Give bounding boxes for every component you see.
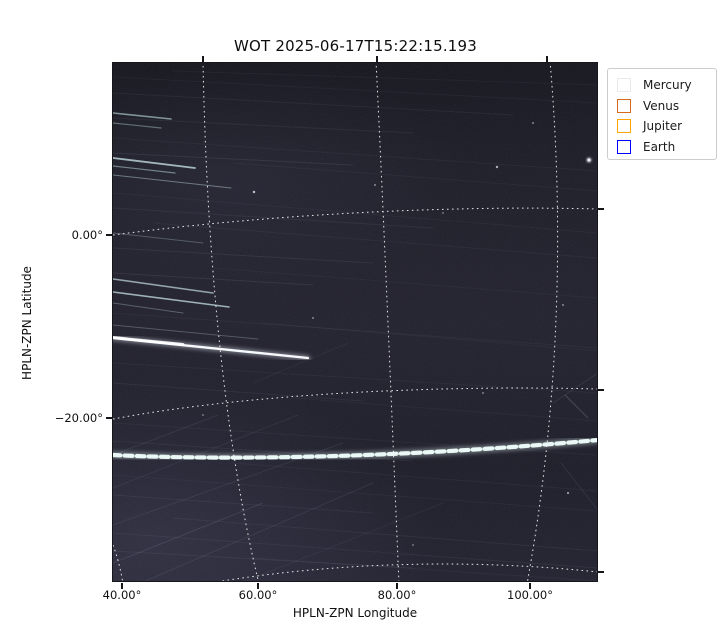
legend-label: Jupiter — [643, 119, 683, 134]
right-tick-mark — [598, 208, 604, 210]
x-tick-mark — [121, 583, 123, 589]
y-tick-mark — [106, 417, 112, 419]
x-tick-label-40: 40.00° — [102, 588, 142, 602]
top-tick-mark — [376, 56, 378, 62]
plot-area — [113, 63, 598, 582]
y-tick-mark — [106, 234, 112, 236]
legend-item-venus: Venus — [617, 96, 708, 117]
right-tick-mark — [598, 389, 604, 391]
legend-item-mercury: Mercury — [617, 75, 708, 96]
legend-label: Mercury — [643, 78, 692, 93]
x-tick-label-80: 80.00° — [377, 588, 417, 602]
venus-swatch-icon — [617, 98, 631, 113]
x-axis-label: HPLN-ZPN Longitude — [292, 606, 418, 620]
figure-title: WOT 2025-06-17T15:22:15.193 — [233, 37, 478, 55]
y-axis-label: HPLN-ZPN Latitude — [20, 266, 34, 380]
y-tick-label-0: 0.00° — [71, 228, 103, 242]
x-tick-mark — [529, 583, 531, 589]
right-tick-mark — [598, 571, 604, 573]
top-tick-mark — [546, 56, 548, 62]
x-tick-label-100: 100.00° — [507, 588, 553, 602]
legend: Mercury Venus Jupiter Earth — [607, 68, 717, 160]
legend-item-jupiter: Jupiter — [617, 116, 708, 137]
top-tick-mark — [202, 56, 204, 62]
x-tick-mark — [257, 583, 259, 589]
x-tick-mark — [396, 583, 398, 589]
sky-image — [113, 63, 598, 582]
y-tick-label-neg20: −20.00° — [54, 411, 103, 425]
legend-item-earth: Earth — [617, 137, 708, 158]
earth-swatch-icon — [617, 139, 631, 154]
mercury-swatch-icon — [617, 78, 631, 93]
jupiter-swatch-icon — [617, 119, 631, 134]
legend-label: Venus — [643, 98, 680, 113]
legend-label: Earth — [643, 139, 676, 154]
x-tick-label-60: 60.00° — [238, 588, 278, 602]
